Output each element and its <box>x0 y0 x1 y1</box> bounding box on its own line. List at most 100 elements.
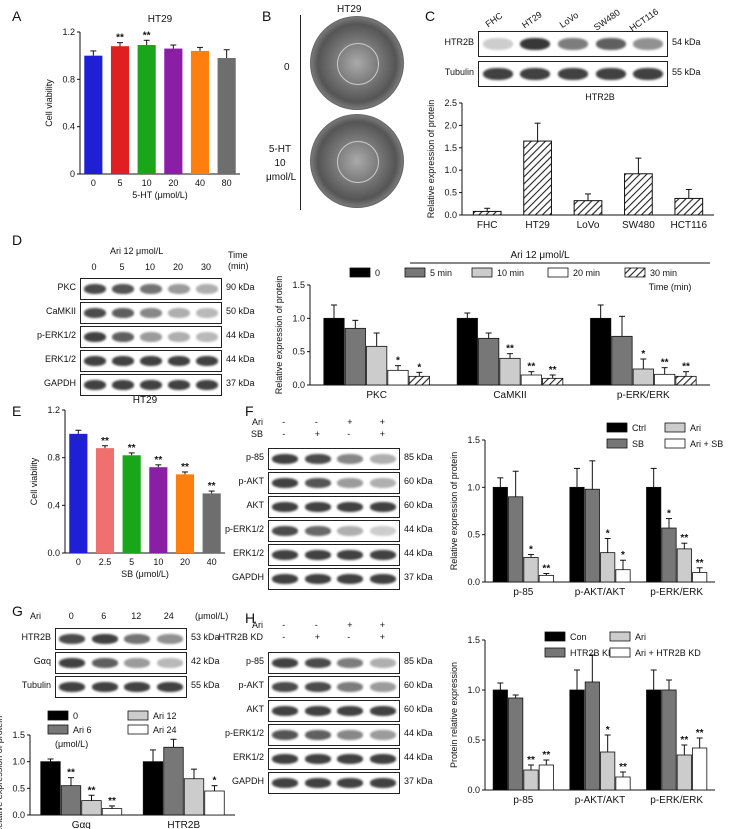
blot-band <box>337 502 364 512</box>
chart-g-legend-swatch <box>47 710 69 721</box>
blot-band <box>304 550 331 560</box>
chart-f-y-tick-label: 0.5 <box>467 530 480 540</box>
chart-e-bar <box>95 448 115 553</box>
chart-a-x-tick-label: 80 <box>222 178 232 188</box>
chart-f-y-tick-label: 1.5 <box>467 435 480 445</box>
chart-c-bar <box>523 140 552 216</box>
chart-h-y-axis-label: Protein relative expression <box>449 662 459 768</box>
blot-strip <box>268 544 400 566</box>
blot-band <box>272 526 299 536</box>
blot-g-lane-label: 0 <box>68 611 74 621</box>
blot-band <box>272 550 299 560</box>
chart-f-bar <box>492 486 508 583</box>
blot-band <box>304 658 331 668</box>
chart-h-bar <box>600 751 616 791</box>
blot-row-label: p-ERK1/2 <box>36 330 76 340</box>
chart-e-x-tick-label: 5 <box>129 557 134 567</box>
blot-band <box>272 754 299 764</box>
chart-h-legend-label: Con <box>570 632 587 642</box>
blot-f-condition-label: Ari <box>252 417 263 427</box>
chart-h-bar <box>676 754 692 791</box>
chart-f-sig-label: ** <box>680 533 688 544</box>
blot-band <box>369 658 396 668</box>
blot-band <box>369 778 396 788</box>
blot-band <box>139 308 163 318</box>
chart-g-sig-label: ** <box>67 768 75 779</box>
chart-f-bar <box>584 488 600 583</box>
panel-b-row-bottom-label: 5-HT 10 μmol/L <box>266 143 296 185</box>
blot-band <box>91 682 118 692</box>
chart-h-sig-label: ** <box>542 750 550 761</box>
chart-h-x-tick-label: p-AKT/AKT <box>575 795 626 806</box>
blot-kda-label: 37 kDa <box>404 776 433 786</box>
blot-band <box>272 778 299 788</box>
blot-row-label: AKT <box>246 500 264 510</box>
blot-band <box>272 682 299 692</box>
blot-f-condition-value: - <box>282 429 286 439</box>
chart-f-bar <box>615 569 631 583</box>
blot-band <box>195 308 219 318</box>
blot-strip <box>268 472 400 494</box>
chart-e-x-tick-label: 0 <box>76 557 81 567</box>
blot-band <box>557 38 589 50</box>
chart-d-legend-label: 30 min <box>650 268 677 278</box>
blot-kda-label: 60 kDa <box>404 500 433 510</box>
blot-kda-label: 44 kDa <box>404 548 433 558</box>
blot-band <box>195 284 219 294</box>
blot-kda-label: 60 kDa <box>404 680 433 690</box>
chart-d-sig-label: ** <box>506 344 514 355</box>
chart-d-x-tick-label: p-ERK/ERK <box>617 390 670 401</box>
blot-band <box>167 332 191 342</box>
blot-band <box>124 682 151 692</box>
blot-strip <box>80 374 222 396</box>
chart-a-x-tick-label: 5 <box>117 178 122 188</box>
panel-label-e: E <box>12 403 22 419</box>
chart-a-bar <box>190 50 210 174</box>
chart-f-legend-swatch <box>606 422 628 433</box>
chart-h-sig-label: ** <box>619 762 627 773</box>
blot-band <box>369 754 396 764</box>
chart-d-sig-label: ** <box>527 362 535 373</box>
chart-h-y-tick-label: 0.5 <box>467 735 480 745</box>
blot-kda-label: 53 kDa <box>191 632 220 642</box>
blot-h-condition-label: Ari <box>252 620 263 630</box>
blot-kda-label: 44 kDa <box>404 728 433 738</box>
chart-d-bar <box>366 345 388 386</box>
blot-band <box>369 454 396 464</box>
blot-kda-label: 90 kDa <box>226 282 255 292</box>
chart-e-bar <box>122 455 141 553</box>
blot-band <box>167 284 191 294</box>
chart-g-bar <box>142 761 164 816</box>
blot-d-lane-label: 30 <box>200 262 211 272</box>
chart-f-legend-label: Ctrl <box>632 423 646 433</box>
chart-h-legend-swatch <box>544 647 566 658</box>
chart-e-y-tick-label: 0.0 <box>47 548 60 558</box>
blot-band <box>520 68 551 80</box>
blot-band <box>520 38 551 50</box>
blot-band <box>195 356 219 366</box>
chart-d-sig-label: ** <box>549 365 557 376</box>
chart-c-x-tick-label: SW480 <box>622 220 655 231</box>
chart-e-x-tick-label: 2.5 <box>99 557 112 567</box>
chart-d-y-tick-label: 1.0 <box>292 313 305 323</box>
chart-e-sig-label: ** <box>128 443 136 454</box>
chart-g-bar <box>40 761 61 816</box>
blot-strip <box>80 350 222 372</box>
blot-row-label: CaMKII <box>45 306 76 316</box>
blot-kda-label: 50 kDa <box>226 306 255 316</box>
chart-c-bar <box>624 173 653 216</box>
blot-strip <box>478 31 668 57</box>
panel-label-a: A <box>12 8 22 24</box>
chart-d-bar <box>675 375 697 386</box>
chart-d-legend-swatch <box>471 267 493 278</box>
chart-a-y-tick-label: 1.2 <box>62 27 75 37</box>
blot-d-lane-label: 5 <box>119 262 125 272</box>
blot-band <box>337 778 364 788</box>
chart-d-bar <box>408 375 430 386</box>
chart-a-x-tick-label: 10 <box>142 178 152 188</box>
chart-e-bar <box>149 467 168 553</box>
chart-c-y-tick-label: 2.5 <box>444 98 457 108</box>
chart-f-y-axis-label: Relative expression of protein <box>449 452 459 571</box>
blot-band <box>304 478 331 488</box>
blot-band <box>482 68 513 80</box>
